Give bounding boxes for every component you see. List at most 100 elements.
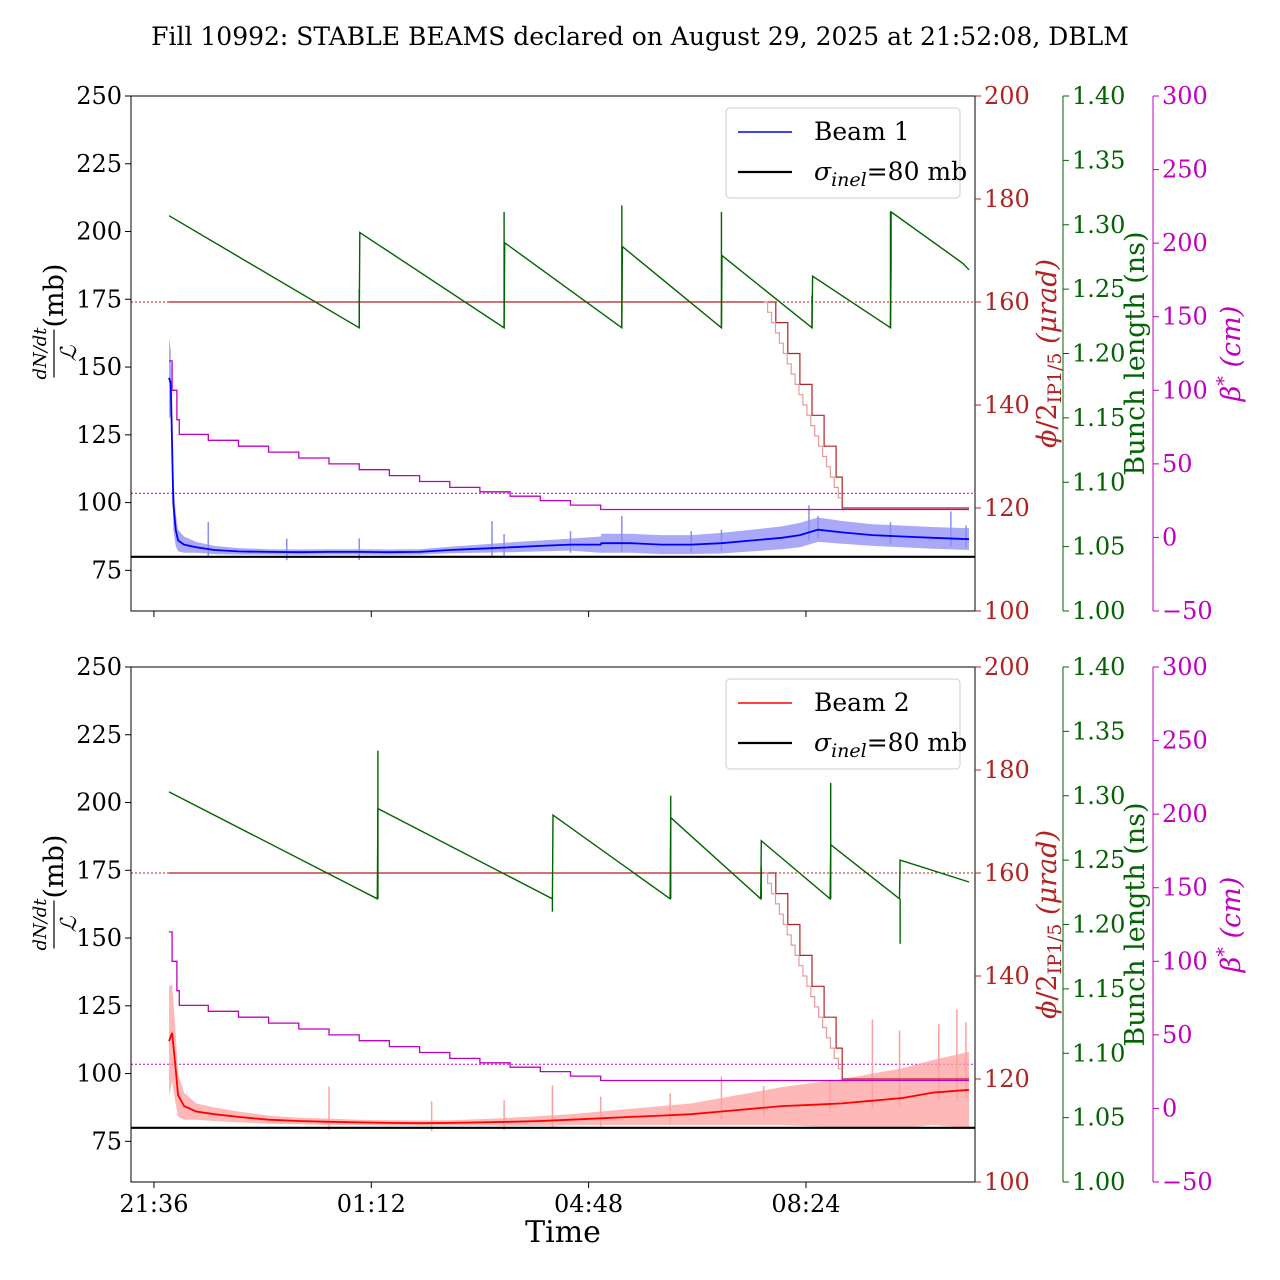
- bunch-axis-tick-label: 1.20: [1072, 911, 1125, 939]
- betastar-axis-tick-label: 100: [1162, 947, 1208, 975]
- left-axis-tick-label: 250: [76, 82, 122, 110]
- crossing-axis-tick-label: 140: [984, 962, 1030, 990]
- beam-line: [168, 1032, 970, 1125]
- beam-line: [168, 377, 970, 554]
- left-axis-tick-label: 175: [76, 856, 122, 884]
- bunch-axis-tick-label: 1.05: [1072, 1104, 1125, 1132]
- betastar-axis-tick-label: 50: [1162, 1021, 1193, 1049]
- bunch-axis-tick-label: 1.30: [1072, 782, 1125, 810]
- panel-2: 75 100 125 150 175 200 225 250 dN/dt ℒ (mb) 100 120 1…: [30, 653, 1247, 1250]
- plot-frame: [130, 95, 976, 612]
- betastar-label-beta: β: [1216, 957, 1247, 974]
- betastar-axis-tick-label: 300: [1162, 82, 1208, 110]
- betastar-axis-tick-label: −50: [1162, 597, 1213, 625]
- crossing-axis-tick-label: 120: [984, 494, 1030, 522]
- x-axis-tick-label: 21:36: [119, 1190, 188, 1218]
- left-axis-tick-label: 200: [76, 218, 122, 246]
- crossing-label-unit: (μrad): [1032, 259, 1063, 353]
- bunch-axis-tick-label: 1.00: [1072, 597, 1125, 625]
- betastar-axis-tick-label: 150: [1162, 874, 1208, 902]
- left-axis-tick-label: 100: [76, 489, 122, 517]
- left-axis-tick-label: 100: [76, 1060, 122, 1088]
- bunch-axis-tick-label: 1.40: [1072, 653, 1125, 681]
- bunch-axis-tick-label: 1.05: [1072, 533, 1125, 561]
- beam-uncertainty-band: [169, 984, 969, 1128]
- beam-uncertainty-band: [169, 337, 969, 555]
- legend-box: [725, 107, 961, 199]
- crossing-axis-tick-label: 120: [984, 1065, 1030, 1093]
- crossing-label-phi: ϕ: [1032, 1001, 1063, 1019]
- crossing-angle-steps: [763, 872, 843, 1070]
- betastar-axis-tick-label: 250: [1162, 727, 1208, 755]
- bunch-axis-tick-label: 1.30: [1072, 211, 1125, 239]
- x-axis-tick-label: 08:24: [771, 1190, 840, 1218]
- bunch-axis-tick-label: 1.25: [1072, 846, 1125, 874]
- bunch-axis-tick-label: 1.35: [1072, 146, 1125, 174]
- left-axis-label-unit: (mb): [39, 264, 70, 328]
- legend-sigma-sub: inel: [831, 740, 867, 762]
- crossing-label-phi: ϕ: [1032, 430, 1063, 448]
- legend-sigma-label: σinel=80 mb: [814, 157, 967, 191]
- crossing-label-unit: (μrad): [1032, 830, 1063, 924]
- bunch-axis-tick-label: 1.10: [1072, 468, 1125, 496]
- crossing-angle-steps: [763, 301, 843, 499]
- bunch-axis-tick-label: 1.00: [1072, 1168, 1125, 1196]
- legend-sigma-value: =80 mb: [867, 728, 967, 757]
- legend-beam-label: Beam 1: [814, 117, 910, 146]
- bunch-axis-tick-label: 1.40: [1072, 82, 1125, 110]
- crossing-axis-tick-label: 140: [984, 391, 1030, 419]
- left-axis-tick-label: 225: [76, 150, 122, 178]
- bunch-axis-tick-label: 1.20: [1072, 340, 1125, 368]
- left-axis-label-numerator: dN/dt: [30, 898, 51, 951]
- crossing-axis-tick-label: 100: [984, 597, 1030, 625]
- legend-beam-label: Beam 2: [814, 688, 910, 717]
- betastar-axis-tick-label: 200: [1162, 229, 1208, 257]
- bunch-axis-tick-label: 1.15: [1072, 404, 1125, 432]
- left-axis-tick-label: 75: [91, 1127, 122, 1155]
- betastar-label-star: *: [1213, 376, 1235, 386]
- betastar-line: [169, 931, 969, 1082]
- x-axis-tick-label: 04:48: [554, 1190, 623, 1218]
- betastar-axis-tick-label: 0: [1162, 1094, 1177, 1122]
- left-axis-label-denominator: ℒ: [57, 344, 82, 361]
- crossing-label-sub: /2: [1032, 403, 1063, 429]
- betastar-line: [169, 360, 969, 511]
- left-axis-tick-label: 125: [76, 421, 122, 449]
- left-axis-tick-label: 150: [76, 924, 122, 952]
- left-axis-tick-label: 150: [76, 353, 122, 381]
- betastar-axis-tick-label: 250: [1162, 156, 1208, 184]
- betastar-label-star: *: [1213, 947, 1235, 957]
- x-axis-tick-label: 01:12: [337, 1190, 406, 1218]
- legend-sigma-symbol: σ: [814, 157, 832, 186]
- legend-sigma-sub: inel: [831, 169, 867, 191]
- x-axis-label: Time: [525, 1215, 601, 1250]
- crossing-axis-tick-label: 200: [984, 82, 1030, 110]
- betastar-axis-tick-label: 150: [1162, 303, 1208, 331]
- bunch-axis-label: Bunch length (ns): [1120, 802, 1151, 1046]
- left-axis-label: dN/dt ℒ (mb): [30, 835, 82, 951]
- left-axis-label-unit: (mb): [39, 835, 70, 899]
- legend-sigma-symbol: σ: [814, 728, 832, 757]
- crossing-angle-line: [169, 872, 969, 1080]
- crossing-label-ip: IP1/5: [1044, 923, 1066, 974]
- crossing-axis-tick-label: 200: [984, 653, 1030, 681]
- crossing-axis-tick-label: 160: [984, 288, 1030, 316]
- betastar-axis-tick-label: 200: [1162, 800, 1208, 828]
- left-axis-label-denominator: ℒ: [57, 915, 82, 932]
- crossing-axis-label: ϕ/2IP1/5 (μrad): [1032, 830, 1066, 1019]
- left-axis-label-numerator: dN/dt: [30, 327, 51, 380]
- betastar-label-beta: β: [1216, 386, 1247, 403]
- crossing-label-ip: IP1/5: [1044, 352, 1066, 403]
- bunch-axis-label: Bunch length (ns): [1120, 231, 1151, 475]
- legend: Beam 1 σinel=80 mb: [725, 107, 967, 199]
- crossing-axis-tick-label: 180: [984, 756, 1030, 784]
- left-axis-tick-label: 225: [76, 721, 122, 749]
- panel-1: 75 100 125 150 175 200 225 250 dN/dt ℒ (mb) 100 120 1…: [30, 82, 1247, 625]
- crossing-label-sub: /2: [1032, 974, 1063, 1000]
- panels: 75 100 125 150 175 200 225 250 dN/dt ℒ (mb) 100 120 1…: [30, 82, 1247, 1250]
- left-axis-tick-label: 125: [76, 992, 122, 1020]
- betastar-axis-tick-label: 50: [1162, 450, 1193, 478]
- plot-frame: [130, 666, 976, 1183]
